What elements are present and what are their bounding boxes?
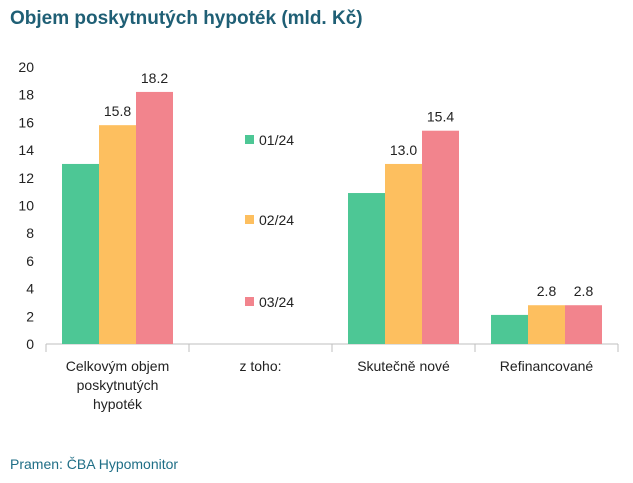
y-tick-label: 4 [26, 281, 34, 297]
bar [62, 163, 99, 344]
legend-swatch [245, 297, 254, 306]
bar [348, 193, 385, 344]
chart-bars [62, 91, 602, 345]
y-tick-label: 2 [26, 308, 34, 324]
bar [385, 163, 422, 344]
y-tick-label: 0 [26, 336, 34, 352]
y-tick-label: 18 [18, 87, 34, 103]
y-tick-label: 12 [18, 170, 34, 186]
data-label: 15.4 [427, 109, 454, 125]
y-tick-label: 8 [26, 225, 34, 241]
data-label: 13.0 [390, 142, 417, 158]
bar [491, 314, 528, 344]
legend-swatch [245, 135, 254, 144]
data-label: 15.8 [104, 103, 131, 119]
chart-legend: 01/24 02/24 03/24 [245, 132, 294, 310]
x-category-label: Refinancované [500, 358, 594, 374]
legend-swatch [245, 215, 254, 224]
bar [99, 125, 136, 344]
data-label: 18.2 [141, 70, 168, 86]
bar [136, 91, 173, 345]
chart-title: Objem poskytnutých hypoték (mld. Kč) [10, 8, 363, 29]
bar [565, 305, 602, 344]
y-tick-label: 6 [26, 253, 34, 269]
data-label: 2.8 [537, 283, 557, 299]
x-category-label: Skutečně nové [357, 358, 450, 374]
source-note: Pramen: ČBA Hypomonitor [10, 456, 179, 472]
legend-label: 01/24 [259, 132, 294, 148]
y-tick-label: 10 [18, 198, 34, 214]
x-category-label: z toho: [239, 358, 281, 374]
x-category-label: Celkovým objem poskytnutých hypoték [66, 358, 169, 412]
y-tick-label: 20 [18, 59, 34, 75]
legend-label: 02/24 [259, 212, 294, 228]
legend-label: 03/24 [259, 294, 294, 310]
y-tick-label: 16 [18, 114, 34, 130]
chart-data-labels: 15.8 18.2 13.0 15.4 2.8 2.8 [104, 70, 594, 299]
bar [422, 130, 459, 344]
bar [528, 305, 565, 344]
y-tick-label: 14 [18, 142, 34, 158]
data-label: 2.8 [574, 283, 594, 299]
